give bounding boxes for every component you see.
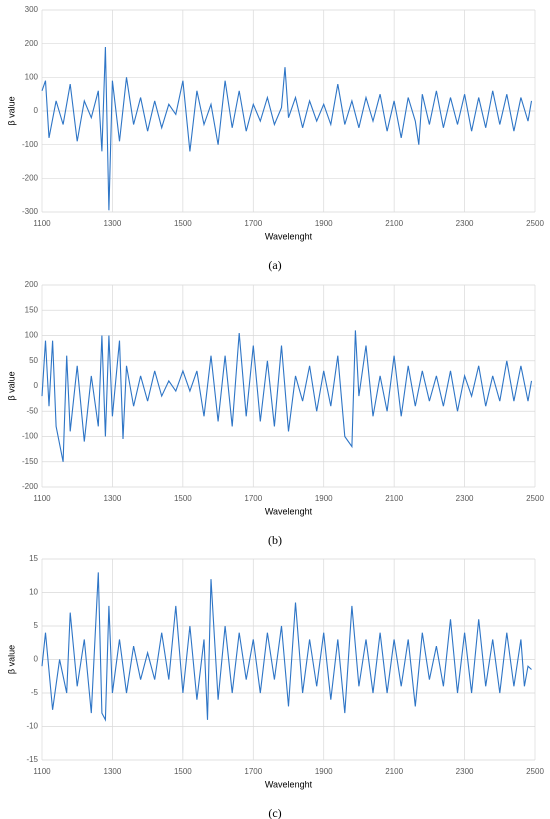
y-tick-label: 0: [34, 381, 39, 390]
y-axis-title: β value: [6, 96, 16, 125]
x-tick-label: 1100: [33, 219, 51, 228]
y-tick-label: 100: [25, 331, 39, 340]
x-tick-label: 1300: [104, 219, 122, 228]
x-tick-label: 2100: [385, 494, 403, 503]
y-tick-label: 50: [29, 356, 38, 365]
x-tick-label: 1500: [174, 219, 192, 228]
caption: (a): [268, 258, 281, 272]
x-tick-label: 2300: [456, 767, 474, 776]
caption: (b): [268, 533, 282, 547]
y-tick-label: -200: [22, 482, 39, 491]
y-tick-label: -150: [22, 457, 39, 466]
x-tick-label: 1700: [244, 494, 262, 503]
y-tick-label: -10: [26, 722, 38, 731]
x-axis-title: Wavelenght: [265, 506, 313, 516]
x-axis-title: Wavelenght: [265, 779, 313, 789]
x-tick-label: 1500: [174, 767, 192, 776]
y-tick-label: 5: [34, 621, 39, 630]
y-tick-label: 0: [34, 655, 39, 664]
x-tick-label: 2100: [385, 767, 403, 776]
x-tick-label: 1500: [174, 494, 192, 503]
y-tick-label: 0: [34, 106, 39, 115]
y-tick-label: -15: [26, 755, 38, 764]
x-tick-label: 1900: [315, 767, 333, 776]
y-tick-label: 300: [25, 5, 39, 14]
y-axis-title: β value: [6, 645, 16, 674]
caption: (c): [268, 806, 281, 819]
x-tick-label: 1700: [244, 219, 262, 228]
x-tick-label: 2500: [526, 219, 544, 228]
data-line: [41, 330, 533, 462]
x-tick-label: 1100: [33, 767, 51, 776]
x-tick-label: 1100: [33, 494, 51, 503]
x-tick-label: 1300: [104, 767, 122, 776]
x-axis-title: Wavelenght: [265, 231, 313, 241]
data-line: [41, 572, 532, 722]
y-tick-label: 15: [29, 554, 38, 563]
x-tick-label: 1900: [315, 494, 333, 503]
y-tick-label: -100: [22, 432, 39, 441]
y-tick-label: 150: [25, 305, 39, 314]
x-tick-label: 1700: [244, 767, 262, 776]
y-tick-label: -50: [26, 406, 38, 415]
y-axis-title: β value: [6, 371, 16, 400]
y-tick-label: 200: [25, 39, 39, 48]
y-tick-label: 10: [29, 588, 38, 597]
x-tick-label: 2300: [456, 494, 474, 503]
data-line: [41, 46, 533, 211]
y-tick-label: -5: [31, 688, 39, 697]
x-tick-label: 1900: [315, 219, 333, 228]
x-tick-label: 2500: [526, 494, 544, 503]
x-tick-label: 2100: [385, 219, 403, 228]
y-tick-label: 100: [25, 72, 39, 81]
y-tick-label: -100: [22, 140, 39, 149]
x-tick-label: 2500: [526, 767, 544, 776]
y-tick-label: -200: [22, 173, 39, 182]
y-tick-label: -300: [22, 207, 39, 216]
x-tick-label: 2300: [456, 219, 474, 228]
x-tick-label: 1300: [104, 494, 122, 503]
y-tick-label: 200: [25, 280, 39, 289]
